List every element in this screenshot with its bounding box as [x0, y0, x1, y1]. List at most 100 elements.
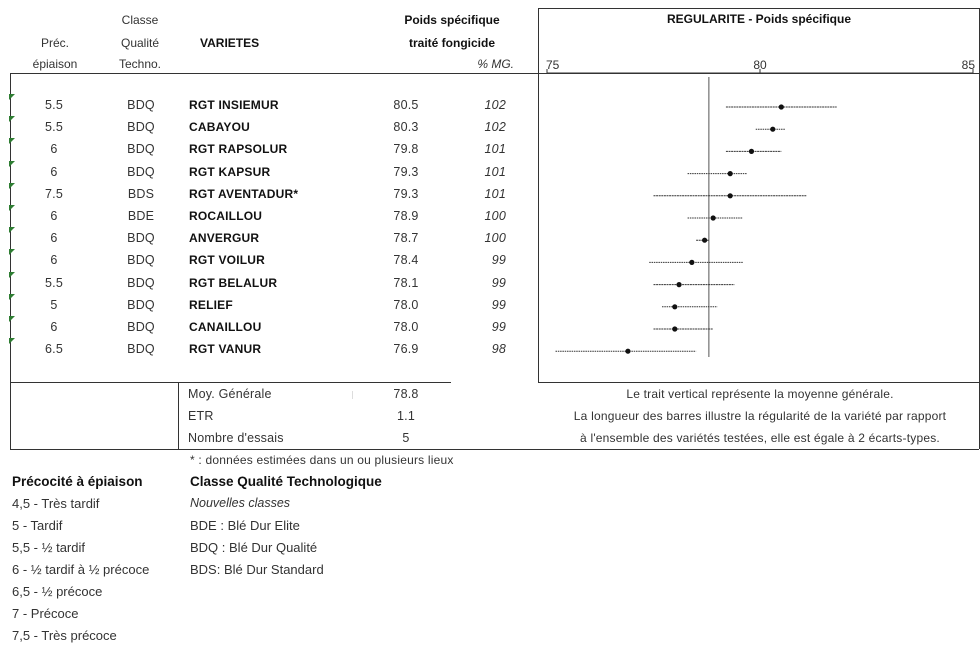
table-left-border	[10, 73, 11, 449]
row-marker	[9, 160, 15, 167]
legend-precocite-item: 6,5 - ½ précoce	[12, 584, 103, 599]
legend-precocite-item: 5,5 - ½ tardif	[12, 540, 85, 555]
x-tick-label: 75	[546, 58, 560, 72]
header-poids-line2: traité fongicide	[408, 36, 495, 50]
row-marker	[9, 94, 15, 100]
note-line-1: Le trait vertical représente la moyenne …	[626, 387, 894, 401]
row-poids: 76.9	[393, 342, 419, 357]
row-prec: 5.5	[45, 98, 63, 112]
chart-axis: 75 80 85	[546, 58, 976, 74]
row-poids: 78.4	[393, 253, 419, 268]
legend-precocite-item: 7,5 - Très précoce	[12, 628, 117, 643]
row-prec: 6	[50, 209, 58, 223]
legend-precocite-title: Précocité à épiaison	[12, 474, 143, 489]
row-variete: RELIEF	[189, 297, 233, 312]
row-mg: 99	[491, 297, 506, 312]
row-poids: 80.3	[393, 120, 419, 135]
row-prec: 6	[50, 231, 58, 246]
row-marker	[9, 316, 15, 322]
header-prec-line1: Préc.	[40, 36, 69, 50]
row-poids: 78.7	[393, 231, 419, 246]
summary-separator-mark	[352, 391, 354, 399]
row-classe: BDQ	[127, 253, 155, 268]
row-mg: 101	[484, 164, 506, 179]
chart-title: REGULARITE - Poids spécifique	[667, 12, 851, 26]
note-line-3: à l'ensemble des variétés testées, elle …	[580, 431, 940, 445]
summary-etr-value: 1.1	[397, 409, 415, 423]
mean-point	[727, 171, 733, 177]
row-mg: 102	[484, 120, 506, 135]
mean-point	[778, 104, 784, 110]
table-header-rule	[10, 73, 979, 74]
summary-moy-value: 78.8	[393, 387, 419, 401]
row-prec: 6	[50, 142, 58, 157]
header-classe-line1: Classe	[121, 13, 159, 27]
row-poids: 78.9	[393, 209, 419, 223]
row-marker	[9, 116, 15, 123]
mean-point	[689, 259, 695, 265]
regularite-chart: REGULARITE - Poids spécifique 75 80 85	[546, 12, 976, 357]
row-prec: 6	[50, 253, 58, 268]
header-mg: % MG.	[477, 57, 514, 71]
row-prec: 5	[50, 297, 58, 312]
row-classe: BDQ	[127, 342, 155, 357]
row-marker	[9, 182, 15, 189]
x-tick-label: 85	[962, 58, 976, 72]
legend-precocite-item: 6 - ½ tardif à ½ précoce	[12, 562, 150, 577]
row-mg: 101	[484, 186, 506, 201]
row-prec: 6	[50, 164, 58, 179]
chart-left-border	[538, 8, 539, 382]
row-mg: 102	[484, 98, 506, 112]
mean-point	[710, 215, 716, 221]
row-variete: ANVERGUR	[189, 231, 260, 246]
legend-classe-item: BDS: Blé Dur Standard	[190, 562, 324, 577]
row-mg: 98	[491, 342, 506, 357]
row-variete: RGT RAPSOLUR	[189, 142, 288, 157]
row-marker	[9, 227, 15, 234]
row-marker	[9, 338, 15, 345]
mean-point	[770, 126, 776, 132]
header-prec-line2: épiaison	[32, 57, 78, 71]
mean-point	[702, 237, 708, 243]
summary-moy-label: Moy. Générale	[188, 387, 272, 401]
footnote: * : données estimées dans un ou plusieur…	[190, 453, 454, 467]
header-classe-line3: Techno.	[118, 57, 162, 71]
row-marker	[9, 138, 15, 145]
mean-point	[672, 326, 678, 332]
legend-precocite-item: 7 - Précoce	[12, 606, 79, 621]
row-mg: 99	[491, 253, 506, 268]
row-variete: CANAILLOU	[189, 320, 262, 334]
table-bottom-rule	[10, 449, 979, 450]
chart-marks	[555, 77, 837, 357]
row-variete: RGT INSIEMUR	[189, 98, 279, 112]
row-variete: CABAYOU	[189, 120, 250, 135]
header-varietes: VARIETES	[200, 36, 260, 50]
row-classe: BDQ	[127, 120, 155, 135]
row-poids: 79.3	[393, 164, 419, 179]
row-poids: 80.5	[393, 98, 419, 112]
mean-point	[676, 282, 682, 288]
row-variete: RGT AVENTADUR*	[189, 186, 299, 201]
row-mg: 99	[491, 320, 506, 334]
row-variete: RGT VANUR	[189, 342, 262, 357]
summary-essais-label: Nombre d'essais	[188, 431, 284, 445]
row-classe: BDQ	[127, 275, 155, 290]
legend-classe-item: BDQ : Blé Dur Qualité	[190, 540, 318, 555]
row-poids: 78.0	[393, 320, 419, 334]
table-top-rule	[538, 8, 979, 9]
summary-divider	[178, 382, 179, 449]
header-poids-line1: Poids spécifique	[404, 13, 500, 27]
row-marker	[9, 205, 15, 211]
row-poids: 78.1	[393, 275, 419, 290]
row-classe: BDE	[127, 209, 155, 223]
chart-bottom-rule	[538, 382, 979, 383]
table-body-rule	[10, 382, 451, 383]
x-tick-label: 80	[753, 58, 767, 72]
legend-precocite-item: 4,5 - Très tardif	[12, 496, 100, 511]
row-poids: 78.0	[393, 297, 419, 312]
row-poids: 79.3	[393, 186, 419, 201]
mean-point	[625, 348, 631, 354]
row-mg: 100	[484, 231, 506, 246]
row-prec: 6	[50, 320, 58, 334]
row-mg: 101	[484, 142, 506, 157]
